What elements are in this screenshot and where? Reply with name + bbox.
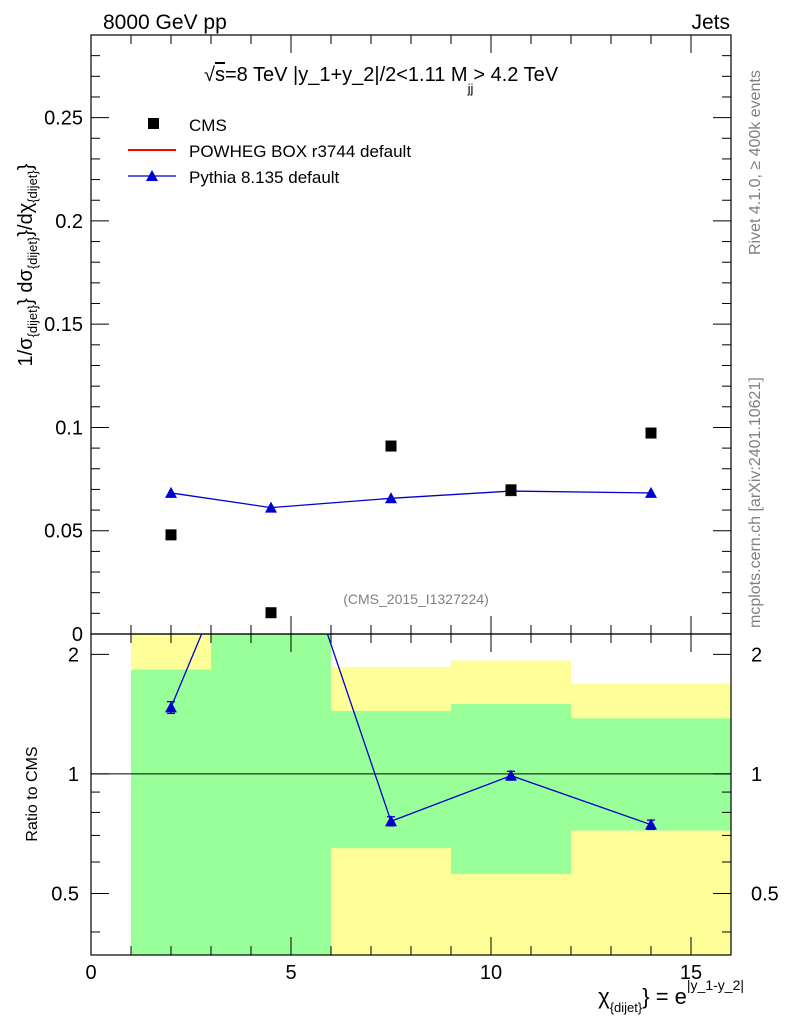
x-axis-label: χ{dijet}} = e|y_1-y_2| xyxy=(598,977,744,1015)
main-plot-title: √s=8 TeV |y_1+y_2|/2<1.11 Mjj> 4.2 TeV xyxy=(204,64,559,96)
main-y-tick-label: 0.25 xyxy=(44,108,83,130)
pythia-line xyxy=(170,490,652,509)
title-main: =8 TeV |y_1+y_2|/2<1.11 M xyxy=(225,64,468,86)
legend-label: CMS xyxy=(189,116,227,135)
main-data-layer xyxy=(165,427,657,619)
main-y-tick-label: 0.15 xyxy=(44,314,83,336)
ratio-band-inner xyxy=(211,634,331,955)
title-tail: > 4.2 TeV xyxy=(473,64,558,86)
legend-label: Pythia 8.135 default xyxy=(189,168,340,187)
ratio-x-axis: 0 5 10 15 xyxy=(85,634,732,984)
x-tick-label: 15 xyxy=(680,962,702,984)
main-x-axis-ticks xyxy=(90,35,732,634)
ratio-y-tick-label-right: 0.5 xyxy=(751,883,779,905)
legend: CMS POWHEG BOX r3744 default Pythia 8.135 … xyxy=(128,116,411,187)
cms-point xyxy=(165,529,177,541)
ratio-y-tick-label: 0.5 xyxy=(51,883,79,905)
main-y-tick-label: 0.05 xyxy=(44,521,83,543)
x-tick-label: 5 xyxy=(285,962,296,984)
ratio-y-tick-label: 2 xyxy=(68,644,79,666)
main-y-axis-label: 1/σ{dijet}} dσ{dijet}}/dχ{dijet}} xyxy=(15,163,40,366)
ratio-band-inner xyxy=(331,710,451,849)
cms-point xyxy=(505,484,517,496)
legend-cms-marker xyxy=(148,118,159,129)
legend-label: POWHEG BOX r3744 default xyxy=(189,142,411,161)
main-plot-frame xyxy=(90,34,732,635)
title-s: s xyxy=(215,64,225,86)
ratio-uncertainty-bands xyxy=(131,634,731,955)
ratio-y-tick-label-right: 1 xyxy=(751,764,762,786)
main-y-axis: 0 0.05 0.1 0.15 0.2 0.25 xyxy=(44,34,731,646)
ratio-band-inner xyxy=(131,669,211,955)
rivet-version-label: Rivet 4.1.0, ≥ 400k events xyxy=(747,70,764,255)
ratio-pythia-point xyxy=(505,769,517,781)
title-sqrt-symbol: √ xyxy=(204,64,215,86)
ratio-data-layer xyxy=(165,462,657,831)
pythia-point xyxy=(385,492,397,504)
legend-pythia-marker xyxy=(146,170,158,181)
mcplots-label: mcplots.cern.ch [arXiv:2401.10621] xyxy=(747,377,764,628)
ratio-y-tick-label: 1 xyxy=(68,764,79,786)
pythia-point xyxy=(265,501,277,513)
main-y-tick-label: 0.2 xyxy=(55,211,83,233)
main-y-tick-label: 0.1 xyxy=(55,417,83,439)
cms-point xyxy=(265,607,277,619)
pythia-point xyxy=(165,486,177,498)
ratio-y-axis-label: Ratio to CMS xyxy=(24,746,41,841)
header-energy-label: 8000 GeV pp xyxy=(103,11,227,34)
ratio-pythia-point xyxy=(265,462,277,473)
header-process-label: Jets xyxy=(691,11,730,34)
x-tick-label: 10 xyxy=(480,962,502,984)
x-tick-label: 0 xyxy=(85,962,96,984)
analysis-id-label: (CMS_2015_I1327224) xyxy=(343,591,489,607)
title-subscript: jj xyxy=(467,81,474,96)
ratio-y-tick-label-right: 2 xyxy=(751,644,762,666)
ratio-pythia-point xyxy=(385,815,397,827)
ratio-y-axis: 0.5 0.5 1 1 2 2 xyxy=(51,644,779,933)
ratio-band-inner xyxy=(451,703,571,874)
ratio-band-inner xyxy=(571,718,731,831)
cms-point xyxy=(645,427,657,439)
cms-point xyxy=(385,440,397,452)
main-y-tick-label: 0 xyxy=(72,624,83,646)
ratio-pythia-point xyxy=(645,818,657,830)
pythia-point xyxy=(645,486,657,498)
ratio-pythia-point xyxy=(165,701,177,713)
